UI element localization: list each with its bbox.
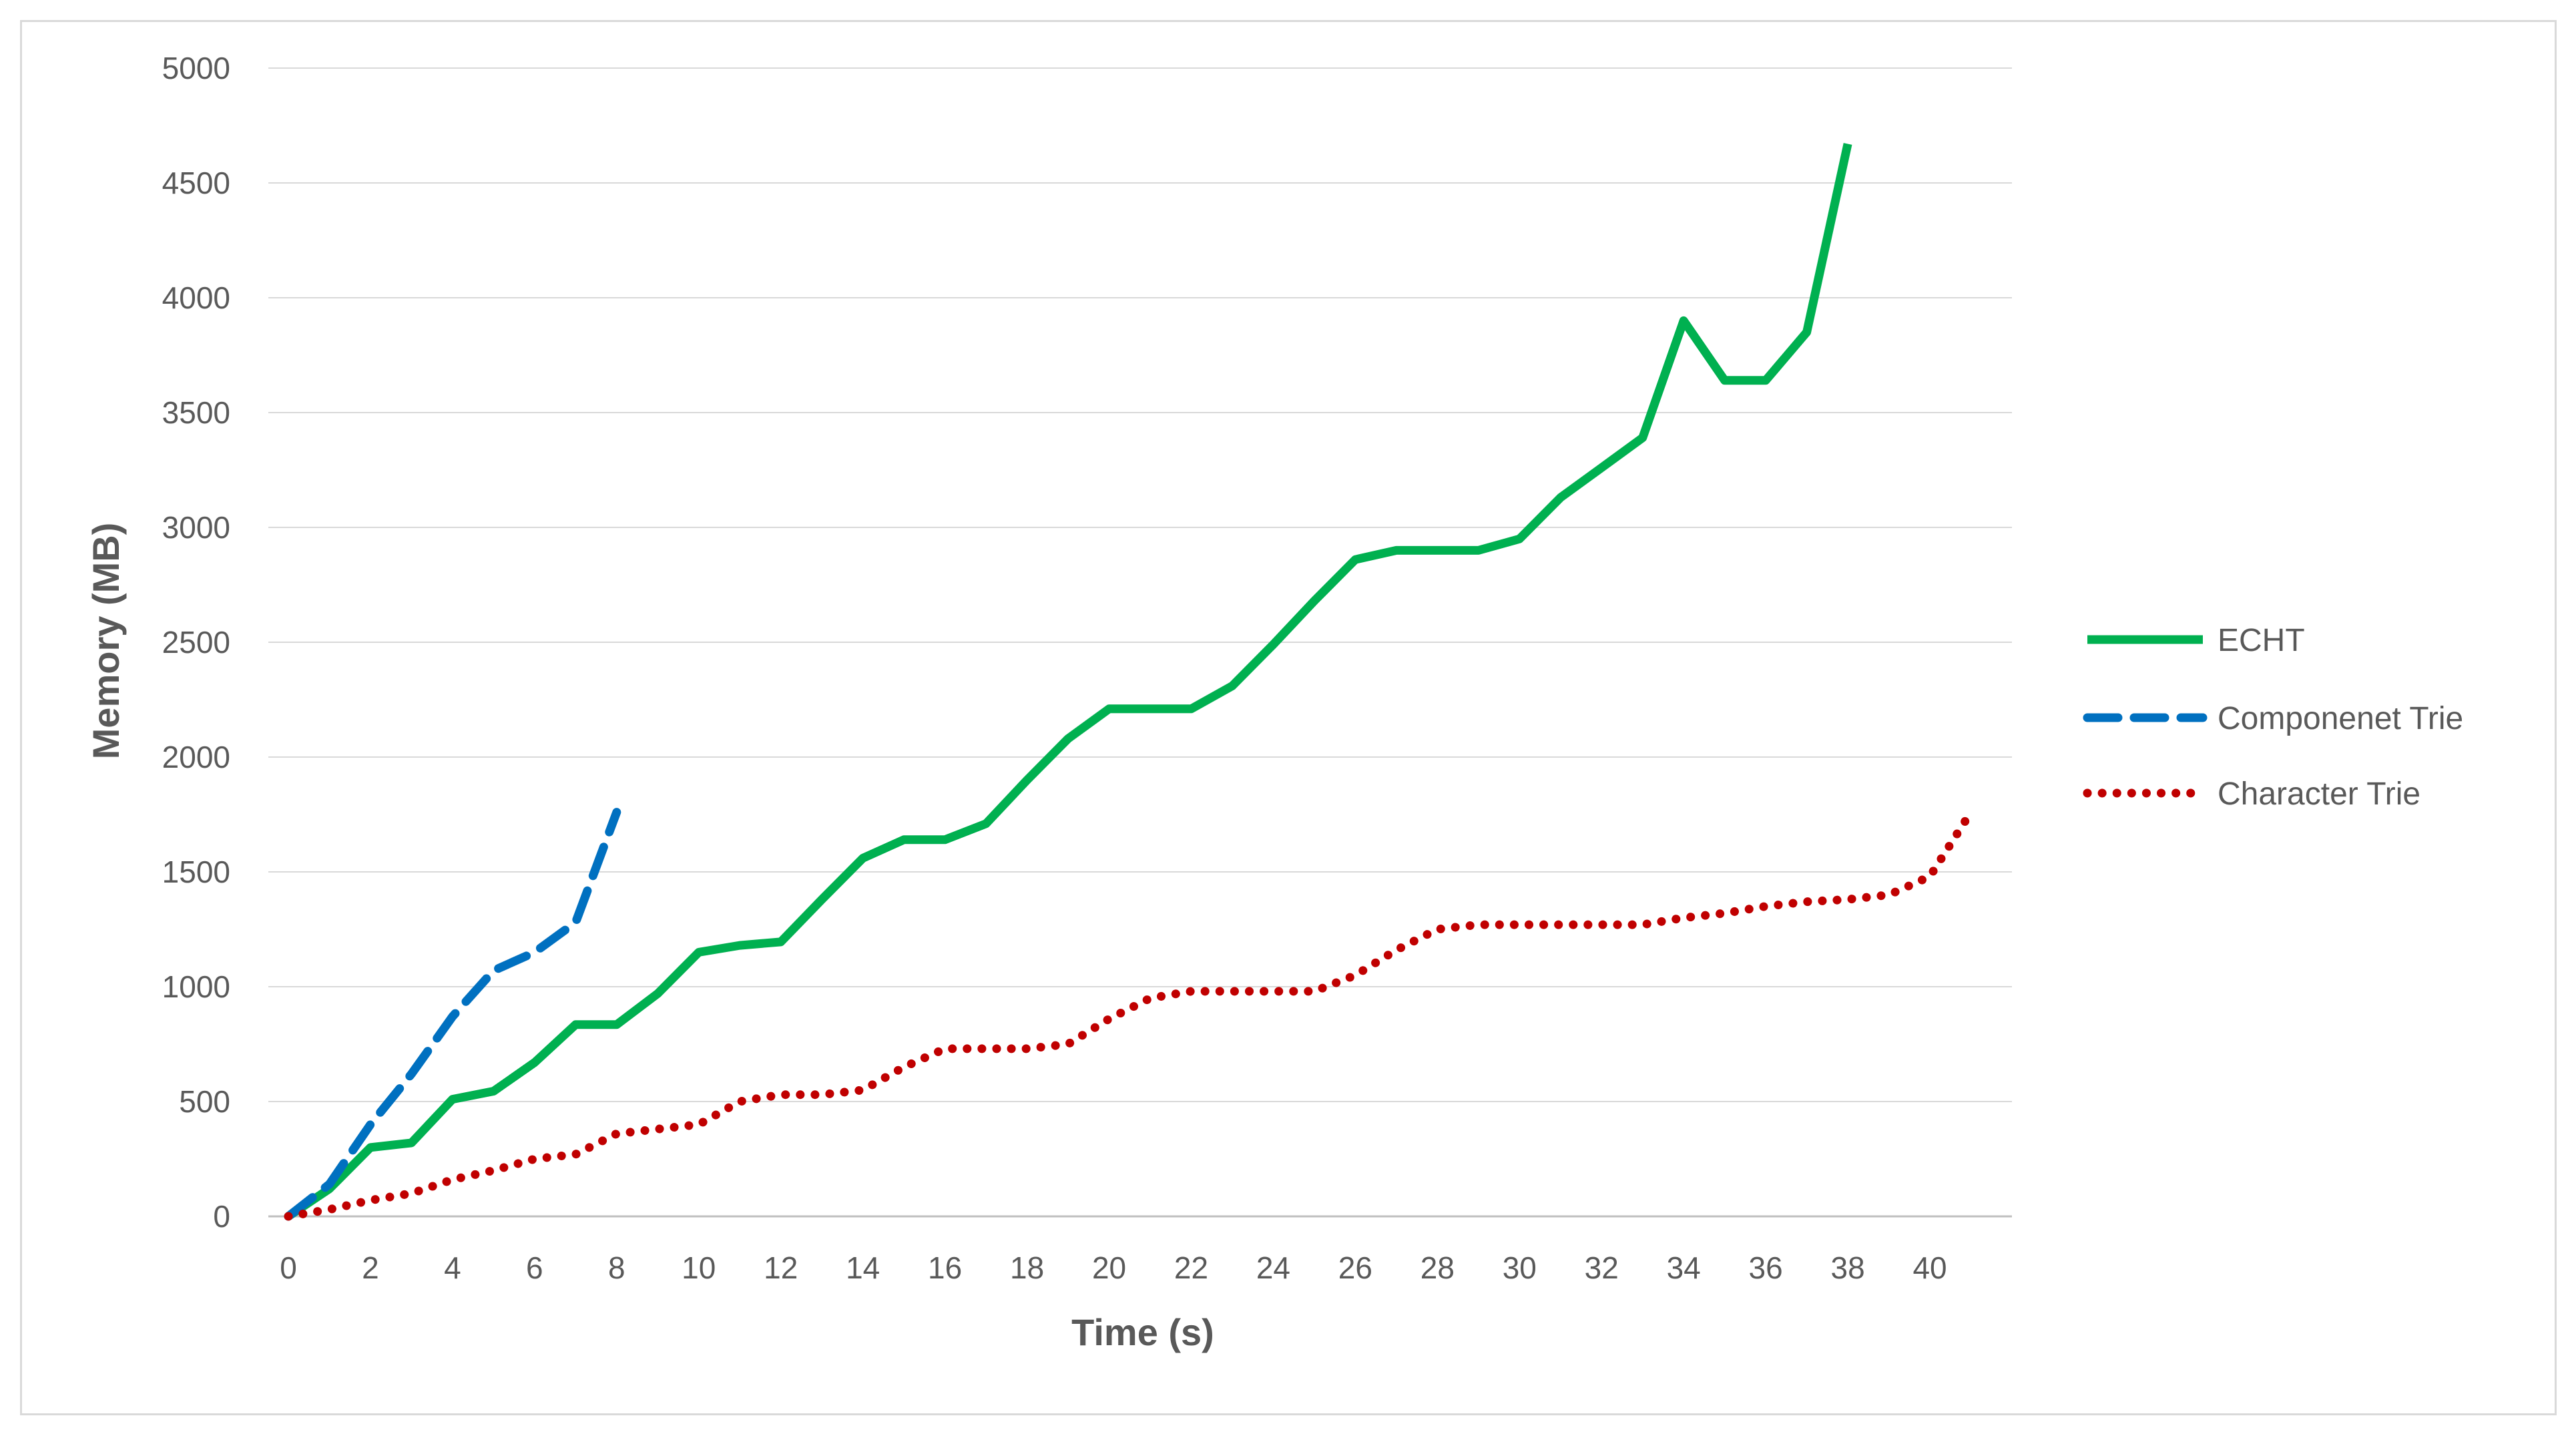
x-tick-label: 32 xyxy=(1585,1250,1619,1285)
y-tick-label: 4000 xyxy=(162,280,230,315)
x-tick-label: 0 xyxy=(280,1250,297,1285)
x-tick-label: 12 xyxy=(764,1250,798,1285)
x-tick-label: 16 xyxy=(928,1250,962,1285)
x-tick-label: 24 xyxy=(1256,1250,1290,1285)
y-tick-label: 3500 xyxy=(162,395,230,430)
series-line-character-trie xyxy=(284,808,1975,1221)
x-tick-label: 28 xyxy=(1421,1250,1455,1285)
x-axis-ticks: 0 2 4 6 8 10 12 14 16 18 20 22 24 26 28 30 32 34 36 38 40 xyxy=(280,1250,1947,1285)
legend-label: ECHT xyxy=(2218,623,2305,658)
y-tick-label: 1500 xyxy=(162,855,230,889)
x-tick-label: 22 xyxy=(1174,1250,1208,1285)
x-tick-label: 14 xyxy=(846,1250,880,1285)
x-tick-label: 40 xyxy=(1912,1250,1947,1285)
x-axis-title: Time (s) xyxy=(1071,1311,1214,1353)
y-tick-label: 2500 xyxy=(162,625,230,660)
series-lines xyxy=(284,143,1975,1221)
x-tick-label: 10 xyxy=(682,1250,716,1285)
x-tick-label: 36 xyxy=(1749,1250,1783,1285)
x-tick-label: 26 xyxy=(1338,1250,1372,1285)
y-tick-label: 3000 xyxy=(162,510,230,545)
x-tick-label: 30 xyxy=(1503,1250,1537,1285)
legend-label: Character Trie xyxy=(2218,776,2420,812)
series-line-componenet-trie xyxy=(284,808,621,1221)
y-tick-label: 5000 xyxy=(162,51,230,85)
x-tick-label: 38 xyxy=(1831,1250,1865,1285)
y-axis-ticks: 0 500 1000 1500 2000 2500 3000 3500 4000 4500 5000 xyxy=(162,51,230,1234)
x-tick-label: 20 xyxy=(1092,1250,1126,1285)
y-tick-label: 2000 xyxy=(162,740,230,774)
y-tick-label: 4500 xyxy=(162,166,230,200)
legend: ECHT Componenet Trie Character Trie xyxy=(2083,623,2463,812)
x-tick-label: 8 xyxy=(608,1250,625,1285)
series-line-echt xyxy=(286,143,1852,1220)
y-axis-title: Memory (MB) xyxy=(85,523,127,760)
gridlines xyxy=(268,67,2012,1218)
y-tick-label: 1000 xyxy=(162,969,230,1004)
x-tick-label: 34 xyxy=(1667,1250,1701,1285)
x-tick-label: 2 xyxy=(362,1250,379,1285)
y-tick-label: 500 xyxy=(179,1084,230,1119)
x-tick-label: 6 xyxy=(526,1250,543,1285)
x-tick-label: 4 xyxy=(444,1250,461,1285)
legend-label: Componenet Trie xyxy=(2218,701,2463,736)
x-tick-label: 18 xyxy=(1010,1250,1044,1285)
y-tick-label: 0 xyxy=(213,1199,230,1234)
